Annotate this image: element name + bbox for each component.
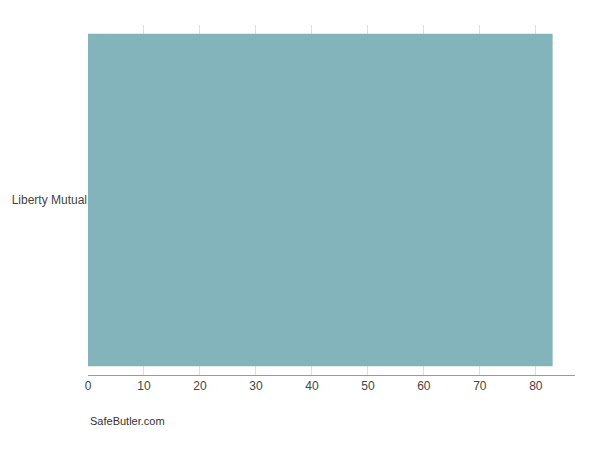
svg-text:Liberty Mutual: Liberty Mutual (12, 193, 87, 207)
svg-text:10: 10 (137, 379, 151, 393)
svg-text:SafeButler.com: SafeButler.com (90, 415, 165, 427)
svg-text:70: 70 (473, 379, 487, 393)
svg-text:40: 40 (305, 379, 319, 393)
svg-text:20: 20 (193, 379, 207, 393)
svg-text:50: 50 (361, 379, 375, 393)
svg-text:30: 30 (249, 379, 263, 393)
svg-text:80: 80 (529, 379, 543, 393)
svg-text:60: 60 (417, 379, 431, 393)
svg-text:0: 0 (85, 379, 92, 393)
